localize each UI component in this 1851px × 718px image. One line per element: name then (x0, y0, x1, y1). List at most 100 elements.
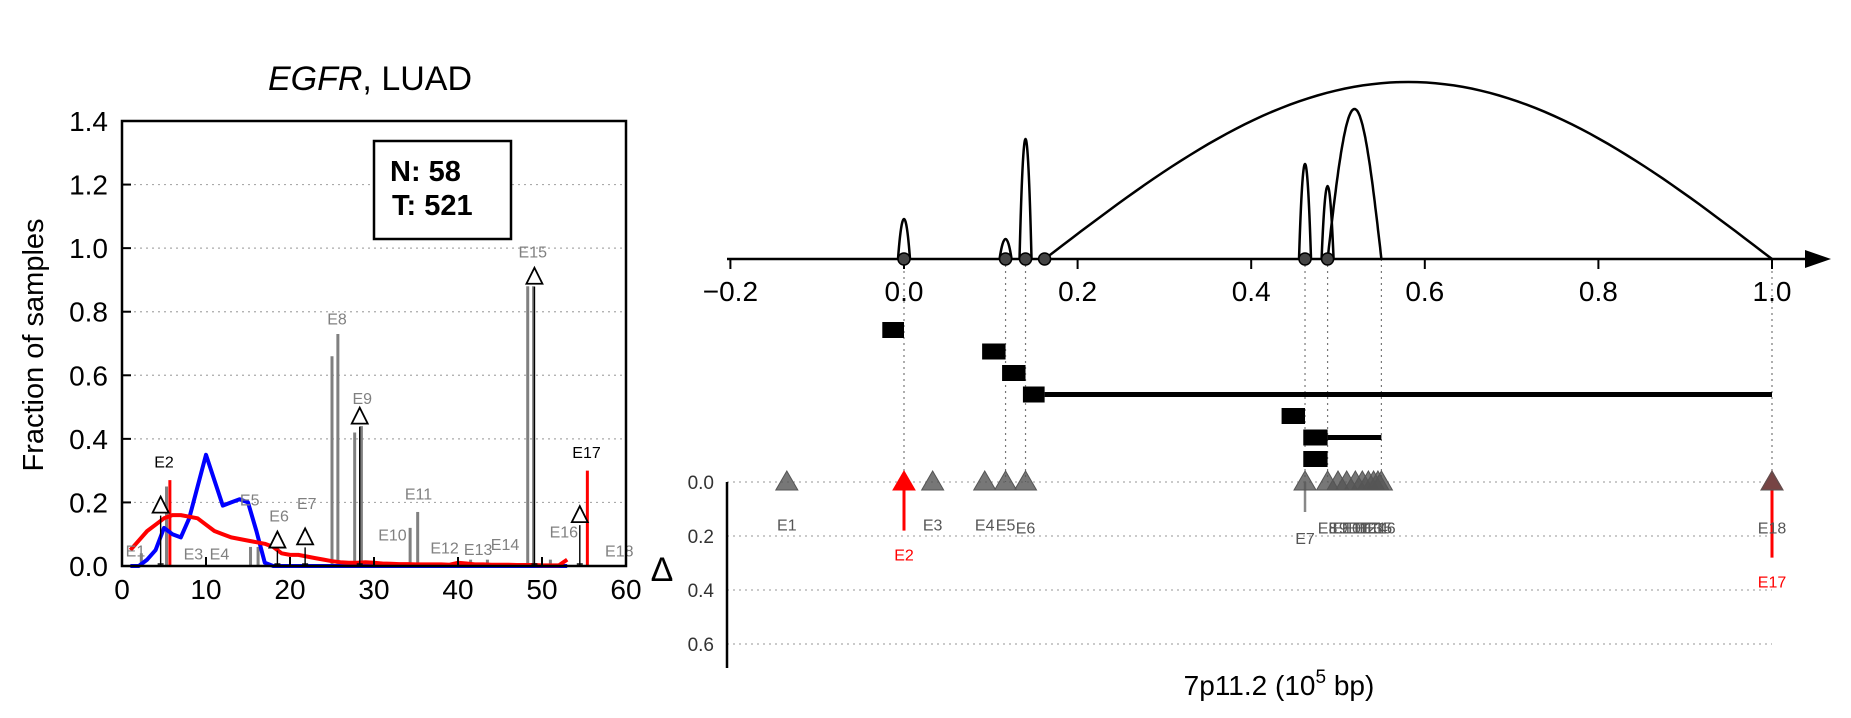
delta-marker (295, 526, 315, 546)
left-ytick-label: 0.2 (69, 487, 108, 518)
exon-marker-label-e8: E8 (1318, 520, 1338, 537)
transcript-exon-block (1303, 429, 1328, 446)
exon-marker-label-e9: E9 (1328, 520, 1348, 537)
exon-triangle-marker (892, 470, 916, 491)
exon-label-e14: E14 (491, 537, 520, 554)
exon-label-e17: E17 (572, 445, 601, 462)
junction-arc (1043, 80, 1773, 260)
junction-spike (1297, 163, 1313, 260)
exon-marker-label-e2: E2 (894, 547, 914, 564)
left-markers (151, 265, 590, 566)
junction-spike (998, 237, 1013, 260)
junction-spike (896, 218, 912, 260)
left-title: EGFR, LUAD (268, 60, 472, 98)
delta-grid (727, 481, 1772, 645)
delta-marker (151, 494, 171, 514)
exon-label-e10: E10 (378, 528, 407, 545)
junction-node (1018, 252, 1033, 266)
exon-marker-label-e15: E15 (1364, 520, 1393, 537)
exon-label-e12: E12 (430, 540, 459, 557)
genome-axis-arrowhead (1805, 250, 1831, 268)
left-xtick-label: 20 (274, 574, 305, 605)
exon-marker-label-e17: E17 (1758, 574, 1787, 591)
right-junction-arcs (1043, 80, 1773, 260)
left-ytick-label: 1.4 (69, 106, 108, 137)
exon-marker-label-e3: E3 (923, 518, 943, 535)
exon-marker-label-e10: E10 (1332, 520, 1361, 537)
junction-node (1320, 252, 1335, 266)
left-ylabel: Fraction of samples (18, 218, 50, 471)
left-ytick-label: 0.0 (69, 551, 108, 582)
right-xlabel-exponent: 5 (1315, 667, 1326, 688)
exon-label-e15: E15 (519, 245, 548, 262)
genome-xtick-label: 0.6 (1405, 276, 1444, 307)
right-xlabel: 7p11.2 (105 bp) (1184, 667, 1375, 701)
exon-triangle-marker (920, 470, 945, 491)
exon-label-e18: E18 (605, 543, 634, 560)
transcript-exon-block (882, 322, 904, 338)
exon-marker-label-e5: E5 (996, 518, 1016, 535)
exon-triangle-marker (774, 470, 799, 491)
exon-label-e16: E16 (550, 524, 579, 541)
exon-label-e6: E6 (269, 509, 289, 526)
delta-ytick-label: 0.6 (688, 635, 714, 656)
delta-marker (267, 529, 287, 549)
junction-arc (1326, 107, 1383, 260)
tumor-series-line (128, 513, 569, 568)
exon-label-e4: E4 (210, 547, 230, 564)
transcript-exon-block (982, 343, 1006, 360)
left-ytick-label: 1.0 (69, 233, 108, 264)
delta-axis-label: Δ (651, 551, 674, 589)
exon-marker-label-e1: E1 (777, 518, 797, 535)
left-xtick-label: 30 (358, 574, 389, 605)
exon-triangle-marker (1013, 470, 1038, 491)
exon-triangle-marker (1760, 470, 1784, 491)
left-ytick-label: 1.2 (69, 170, 108, 201)
exon-label-e9: E9 (352, 391, 372, 408)
exon-label-e8: E8 (327, 311, 347, 328)
junction-node (1298, 252, 1312, 266)
exon-triangle-marker (1369, 470, 1394, 491)
transcript-exon-block (1002, 365, 1026, 381)
genome-xtick-label: 0.8 (1579, 276, 1618, 307)
exon-marker-label-e11: E11 (1342, 520, 1369, 537)
junction-node (897, 252, 911, 266)
left-xtick-label: 0 (114, 574, 130, 605)
exon-marker-label-e6: E6 (1016, 520, 1036, 537)
tumor-count: T: 521 (392, 190, 473, 222)
genome-xtick-label: 0.2 (1058, 276, 1097, 307)
exon-marker-label-e14: E14 (1359, 520, 1388, 537)
delta-marker (570, 504, 590, 524)
exon-label-e13: E13 (464, 542, 493, 559)
left-xtick-label: 10 (190, 574, 221, 605)
left-title-cohort: , LUAD (362, 60, 472, 98)
exon-marker-label-e18: E18 (1758, 520, 1787, 537)
delta-marker (350, 405, 370, 425)
exon-label-e5: E5 (240, 493, 260, 510)
exon-marker-label-e12: E12 (1348, 520, 1377, 537)
transcript-exon-block (1022, 386, 1045, 403)
exon-marker-label-e13: E13 (1354, 520, 1383, 537)
exon-label-e7: E7 (297, 496, 317, 513)
delta-marker (524, 265, 544, 285)
junction-nodes (897, 252, 1335, 266)
genome-axis-ticks: −0.2 0.0 0.2 0.4 0.6 0.8 1.0 (703, 259, 1792, 307)
left-xtick-label: 60 (610, 574, 641, 605)
left-ytick-label: 0.6 (69, 360, 108, 391)
genome-xtick-label: −0.2 (703, 276, 758, 307)
transcript-exon-block (1281, 408, 1306, 424)
exon-marker-label-e7: E7 (1295, 531, 1315, 548)
right-xlabel-unit: bp) (1326, 670, 1374, 701)
right-panel: −0.2 0.0 0.2 0.4 0.6 0.8 1.0 0.0 0.2 0.4 0.6 Δ E1… (651, 80, 1831, 701)
genome-xtick-label: 1.0 (1753, 276, 1792, 307)
junction-node (998, 252, 1013, 266)
left-axis-ticks: 0.0 0.2 0.4 0.6 0.8 1.0 1.2 1.4 0 10 20 30 40 50 60 (69, 106, 642, 605)
counts-box (372, 139, 513, 241)
delta-ytick-label: 0.0 (688, 473, 714, 494)
exon-label-e11: E11 (405, 486, 432, 503)
exon-triangle-marker (972, 470, 997, 491)
right-xlabel-main: 7p11.2 (10 (1184, 670, 1316, 701)
